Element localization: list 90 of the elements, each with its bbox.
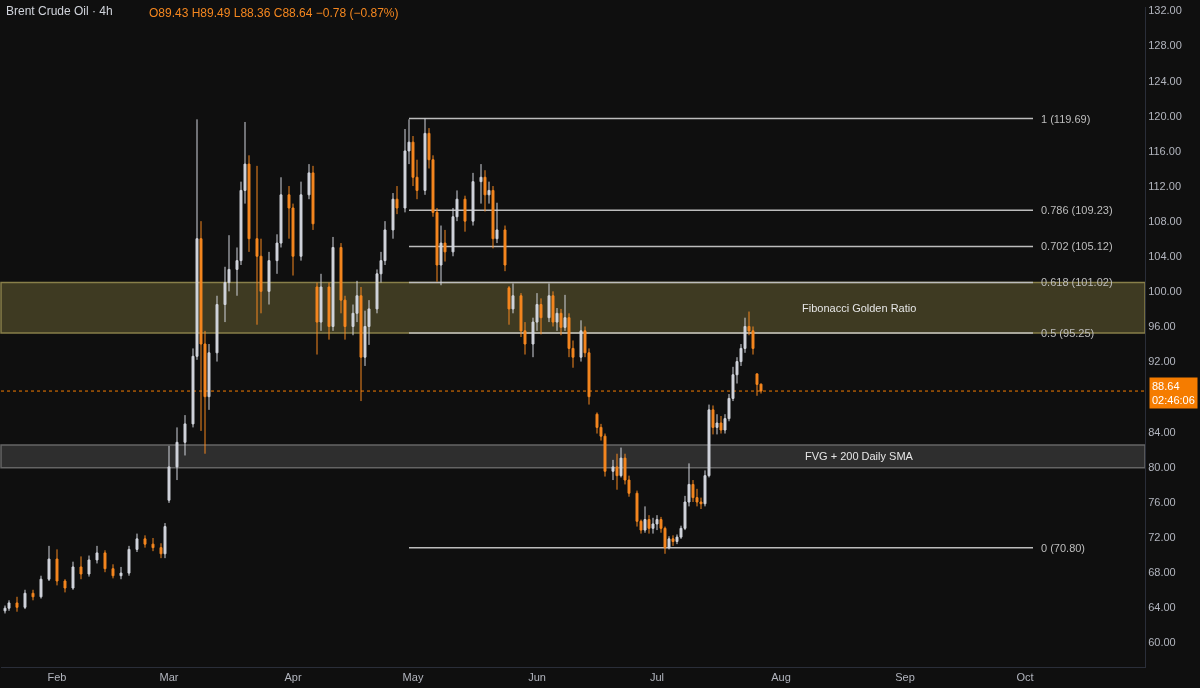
candlestick xyxy=(319,273,323,332)
y-tick-label: 92.00 xyxy=(1148,355,1176,368)
candlestick xyxy=(487,181,491,205)
series-label: 0.702 (105.12) xyxy=(1041,240,1113,252)
candlestick xyxy=(267,251,271,306)
x-tick-label: Apr xyxy=(284,671,302,684)
x-tick-label: Jul xyxy=(649,671,665,684)
candlestick xyxy=(551,290,555,327)
candlestick xyxy=(547,282,551,323)
candlestick xyxy=(655,514,659,531)
x-tick-label: Oct xyxy=(1016,671,1034,684)
candlestick xyxy=(491,185,495,249)
y-tick-label: 84.00 xyxy=(1148,425,1176,438)
y-tick-label: 116.00 xyxy=(1148,144,1182,157)
candlestick xyxy=(563,294,567,332)
candlestick xyxy=(647,514,651,535)
candlestick xyxy=(175,426,179,481)
x-tick-label: Jun xyxy=(528,671,546,684)
candlestick xyxy=(691,479,695,503)
x-tick-label: Sep xyxy=(895,671,915,684)
candlestick xyxy=(495,202,499,244)
candlestick xyxy=(507,285,511,326)
x-tick-label: May xyxy=(402,671,424,684)
candlestick xyxy=(559,308,563,336)
candlestick xyxy=(311,165,315,231)
candlestick xyxy=(611,459,615,481)
candlestick xyxy=(439,225,443,286)
candlestick xyxy=(207,343,211,411)
candlestick xyxy=(315,282,319,356)
y-tick-label: 72.00 xyxy=(1148,530,1176,543)
y-tick-label: 96.00 xyxy=(1148,320,1176,333)
y-tick-label: 104.00 xyxy=(1148,250,1182,263)
candlestick xyxy=(247,154,251,253)
band-label: Fibonacci Golden Ratio xyxy=(802,302,917,314)
chart-subtitle: O89.43 H89.49 L88.36 C88.64 −0.78 (−0.87%) xyxy=(149,6,399,20)
candlestick xyxy=(463,195,467,233)
series-label: 1 (119.69) xyxy=(1041,113,1091,125)
candlestick xyxy=(255,165,259,326)
candlestick xyxy=(651,517,655,535)
candlestick xyxy=(503,225,507,272)
series-label: 0.786 (109.23) xyxy=(1041,204,1113,216)
candlestick xyxy=(359,286,363,402)
y-tick-label: 128.00 xyxy=(1148,39,1182,52)
candlestick xyxy=(715,413,719,435)
y-tick-label: 76.00 xyxy=(1148,495,1176,508)
y-tick-label: 120.00 xyxy=(1148,109,1182,122)
y-tick-label: 112.00 xyxy=(1148,179,1182,192)
candlestick xyxy=(579,319,583,363)
candlestick xyxy=(299,181,303,262)
candlestick xyxy=(615,453,619,491)
candlestick xyxy=(331,236,335,332)
candlestick xyxy=(215,295,219,363)
series-label: 0.5 (95.25) xyxy=(1041,327,1095,339)
y-tick-label: 68.00 xyxy=(1148,566,1176,579)
x-tick-label: Aug xyxy=(771,671,791,684)
candlestick xyxy=(391,192,395,240)
candlestick xyxy=(511,282,515,314)
candlestick xyxy=(167,445,171,504)
y-tick-label: 80.00 xyxy=(1148,460,1176,473)
y-tick-label: 108.00 xyxy=(1148,215,1182,227)
candlestick xyxy=(423,118,427,196)
candlestick xyxy=(643,505,647,534)
series-label: 0.618 (101.02) xyxy=(1041,276,1113,288)
y-tick-label: 132.00 xyxy=(1148,4,1182,17)
y-tick-label: 100.00 xyxy=(1148,285,1182,298)
candlestick xyxy=(183,414,187,456)
y-tick-label: 124.00 xyxy=(1148,74,1182,87)
candlestick xyxy=(443,229,447,263)
band-label: FVG + 200 Daily SMA xyxy=(805,450,914,462)
series-label: 0 (70.80) xyxy=(1041,542,1086,554)
y-tick-label: 64.00 xyxy=(1148,601,1176,614)
candlestick xyxy=(755,373,759,397)
candlestick xyxy=(619,447,623,478)
candlestick xyxy=(719,415,723,435)
chart-title: Brent Crude Oil · 4h xyxy=(6,4,113,19)
ref-line-label: 88.64 02:46:06 xyxy=(1152,380,1195,407)
candlestick xyxy=(671,534,675,547)
candlestick xyxy=(395,185,399,215)
candlestick xyxy=(307,163,311,200)
candlestick xyxy=(471,172,475,227)
x-tick-label: Mar xyxy=(159,671,179,684)
candlestick xyxy=(327,282,331,341)
candlestick xyxy=(539,297,543,335)
candlestick xyxy=(711,404,715,435)
candlestick xyxy=(483,169,487,212)
candlestick xyxy=(555,307,559,332)
x-tick-label: Feb xyxy=(47,671,67,684)
y-tick-label: 60.00 xyxy=(1148,636,1176,649)
candlestick xyxy=(667,535,671,550)
candlestick xyxy=(479,163,483,205)
